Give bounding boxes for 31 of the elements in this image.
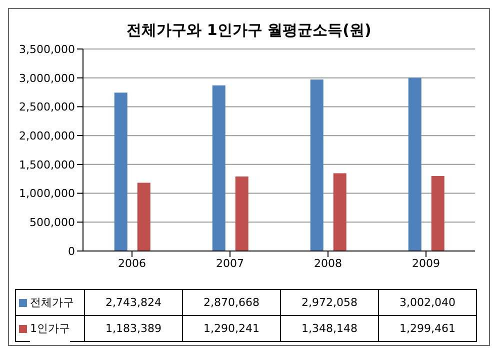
bar <box>212 85 226 251</box>
x-tick-label: 2008 <box>314 256 342 270</box>
bar <box>408 78 422 251</box>
x-tick-label: 2007 <box>216 256 244 270</box>
data-label: 2,743,824 <box>84 289 183 316</box>
legend-label: 전체가구 <box>30 290 74 316</box>
data-label: 1,348,148 <box>280 315 379 342</box>
data-label: 1,299,461 <box>378 315 477 342</box>
data-label: 1,183,389 <box>84 315 183 342</box>
bar <box>114 92 128 251</box>
data-label: 1,290,241 <box>182 315 281 342</box>
y-tick-label: 2,000,000 <box>19 129 75 142</box>
data-label: 3,002,040 <box>378 289 477 316</box>
y-tick-label: 0 <box>68 244 75 258</box>
data-label: 2,870,668 <box>182 289 281 316</box>
y-tick-label: 1,000,000 <box>19 187 75 200</box>
chart-title: 전체가구와 1인가구 월평균소득(원) <box>126 21 372 41</box>
y-tick-label: 3,000,000 <box>19 72 75 85</box>
bar <box>235 176 248 251</box>
x-tick-label: 2006 <box>118 256 146 270</box>
y-tick-label: 2,500,000 <box>19 100 75 114</box>
y-tick-label: 3,500,000 <box>19 42 75 56</box>
legend-label: 1인가구 <box>30 316 70 342</box>
bar <box>310 79 324 251</box>
bar <box>137 182 150 251</box>
bar <box>431 176 444 251</box>
x-tick-label: 2009 <box>412 256 440 270</box>
data-label: 2,972,058 <box>280 289 379 316</box>
y-tick-label: 500,000 <box>30 216 75 230</box>
y-tick-label: 1,500,000 <box>19 158 75 172</box>
bar <box>333 173 346 251</box>
